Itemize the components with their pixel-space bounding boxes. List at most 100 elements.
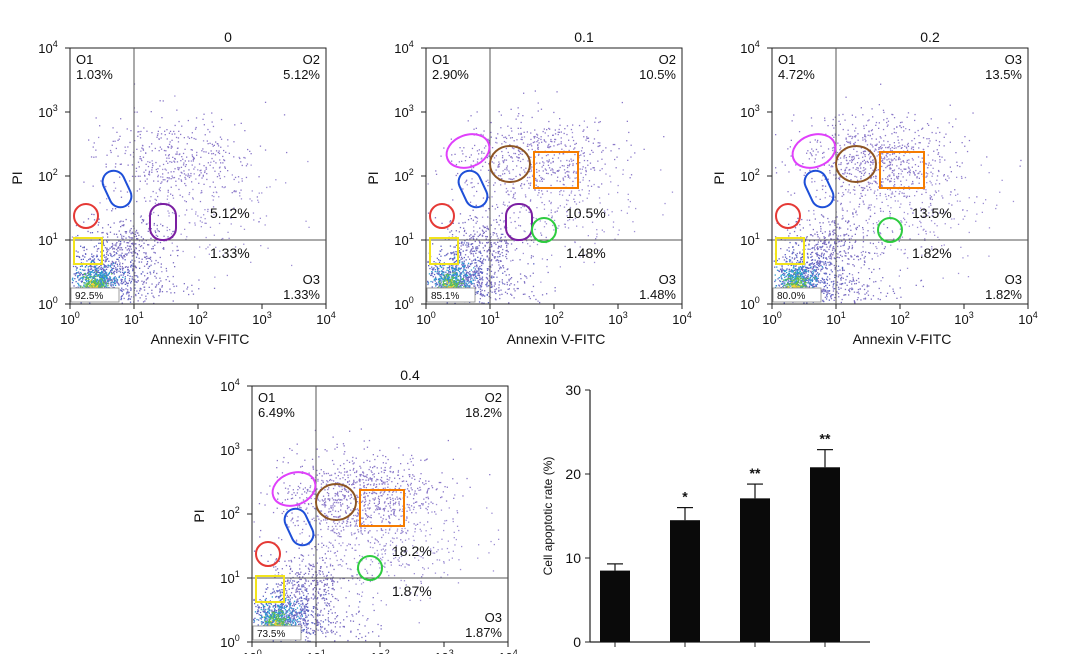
event-dot bbox=[485, 145, 486, 146]
event-dot bbox=[552, 158, 553, 159]
event-dot bbox=[630, 156, 631, 157]
event-dot bbox=[846, 176, 847, 177]
event-dot bbox=[959, 166, 960, 167]
event-dot bbox=[121, 237, 122, 238]
event-dot bbox=[504, 169, 505, 170]
event-dot bbox=[504, 271, 505, 272]
event-dot bbox=[521, 207, 522, 208]
event-dot bbox=[123, 221, 124, 222]
event-dot bbox=[95, 269, 96, 270]
event-dot bbox=[114, 266, 115, 267]
event-dot bbox=[82, 256, 83, 257]
event-dot bbox=[930, 198, 931, 199]
event-dot bbox=[909, 129, 910, 130]
event-dot bbox=[447, 275, 448, 276]
event-dot bbox=[509, 155, 510, 156]
event-dot bbox=[191, 181, 192, 182]
event-dot bbox=[891, 133, 892, 134]
event-dot bbox=[853, 143, 854, 144]
event-dot bbox=[125, 284, 126, 285]
event-dot bbox=[473, 267, 474, 268]
event-dot bbox=[482, 217, 483, 218]
event-dot bbox=[163, 249, 164, 250]
event-dot bbox=[79, 273, 80, 274]
event-dot bbox=[100, 180, 101, 181]
event-dot bbox=[84, 256, 85, 257]
event-dot bbox=[498, 290, 499, 291]
event-dot bbox=[894, 184, 895, 185]
event-dot bbox=[482, 272, 483, 273]
event-dot bbox=[93, 272, 94, 273]
event-dot bbox=[557, 180, 558, 181]
event-dot bbox=[468, 243, 469, 244]
event-dot bbox=[169, 144, 170, 145]
event-dot bbox=[870, 135, 871, 136]
event-dot bbox=[85, 266, 86, 267]
event-dot bbox=[872, 162, 873, 163]
event-dot bbox=[619, 230, 620, 231]
event-dot bbox=[454, 257, 455, 258]
event-dot bbox=[80, 269, 81, 270]
event-dot bbox=[128, 206, 129, 207]
event-dot bbox=[109, 280, 110, 281]
event-dot bbox=[494, 232, 495, 233]
event-dot bbox=[488, 156, 489, 157]
event-dot bbox=[473, 255, 474, 256]
event-dot bbox=[110, 227, 111, 228]
event-dot bbox=[167, 177, 168, 178]
event-dot bbox=[485, 227, 486, 228]
event-dot bbox=[451, 230, 452, 231]
event-dot bbox=[171, 140, 172, 141]
event-dot bbox=[847, 210, 848, 211]
event-dot bbox=[167, 163, 168, 164]
event-dot bbox=[148, 231, 149, 232]
event-dot bbox=[136, 171, 137, 172]
event-dot bbox=[158, 230, 159, 231]
event-dot bbox=[945, 134, 946, 135]
event-dot bbox=[93, 276, 94, 277]
event-dot bbox=[790, 194, 791, 195]
event-dot bbox=[168, 213, 169, 214]
event-dot bbox=[497, 133, 498, 134]
event-dot bbox=[127, 128, 128, 129]
event-dot bbox=[168, 147, 169, 148]
event-dot bbox=[551, 174, 552, 175]
event-dot bbox=[73, 285, 74, 286]
event-dot bbox=[546, 293, 547, 294]
event-dot bbox=[592, 152, 593, 153]
event-dot bbox=[533, 295, 534, 296]
event-dot bbox=[476, 278, 477, 279]
event-dot bbox=[832, 147, 833, 148]
event-dot bbox=[447, 282, 448, 283]
event-dot bbox=[938, 152, 939, 153]
event-dot bbox=[462, 266, 463, 267]
event-dot bbox=[473, 248, 474, 249]
event-dot bbox=[521, 167, 522, 168]
mid-lower-percentage: 1.48% bbox=[566, 245, 606, 261]
event-dot bbox=[82, 274, 83, 275]
event-dot bbox=[591, 150, 592, 151]
event-dot bbox=[152, 165, 153, 166]
event-dot bbox=[878, 149, 879, 150]
event-dot bbox=[907, 160, 908, 161]
event-dot bbox=[144, 266, 145, 267]
event-dot bbox=[887, 179, 888, 180]
event-dot bbox=[527, 146, 528, 147]
event-dot bbox=[870, 162, 871, 163]
event-dot bbox=[499, 111, 500, 112]
event-dot bbox=[191, 160, 192, 161]
event-dot bbox=[876, 176, 877, 177]
event-dot bbox=[123, 225, 124, 226]
event-dot bbox=[524, 282, 525, 283]
event-dot bbox=[484, 232, 485, 233]
event-dot bbox=[157, 196, 158, 197]
event-dot bbox=[879, 104, 880, 105]
event-dot bbox=[179, 154, 180, 155]
event-dot bbox=[135, 176, 136, 177]
event-dot bbox=[545, 141, 546, 142]
event-dot bbox=[524, 281, 525, 282]
event-dot bbox=[950, 142, 951, 143]
y-tick-label: 102 bbox=[394, 167, 413, 184]
event-dot bbox=[150, 272, 151, 273]
event-dot bbox=[430, 281, 431, 282]
